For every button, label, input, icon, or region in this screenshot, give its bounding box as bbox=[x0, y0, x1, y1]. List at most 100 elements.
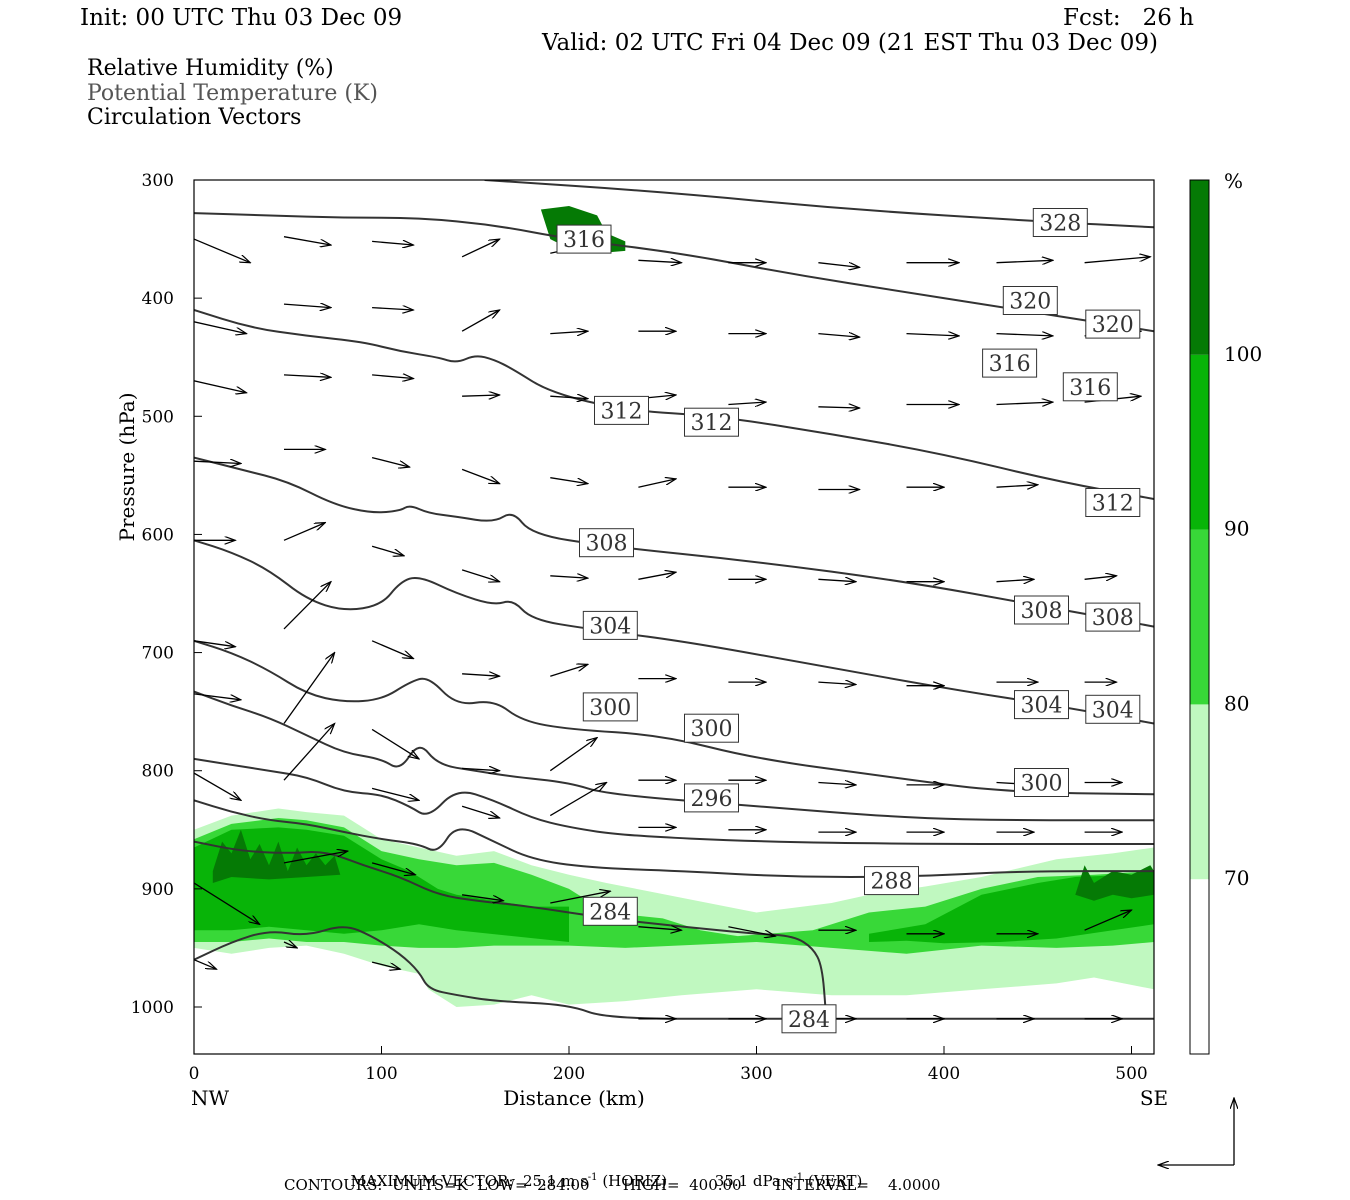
colorbar-tick-label: 80 bbox=[1224, 691, 1249, 715]
circulation-vector bbox=[461, 310, 500, 332]
axes: 0 100 200 300 400 500 300 400 500 600 700 800 900 100… bbox=[115, 171, 1168, 1110]
circulation-vector bbox=[549, 783, 606, 817]
colorbar-band bbox=[1190, 529, 1209, 705]
circulation-vector bbox=[194, 640, 235, 647]
circulation-vector bbox=[996, 334, 1053, 336]
x-tick-label: 400 bbox=[928, 1064, 960, 1084]
svg-text:300: 300 bbox=[1021, 772, 1063, 797]
circulation-vector bbox=[283, 582, 331, 630]
y-tick-label: 900 bbox=[142, 880, 174, 900]
circulation-vector bbox=[462, 674, 500, 676]
svg-text:312: 312 bbox=[601, 399, 643, 424]
isentrope-288 bbox=[194, 840, 827, 1019]
max-vector-line: MAXIMUM VECTOR: 25.1 m s-1 (HORIZ) 35.1 … bbox=[350, 1172, 863, 1190]
circulation-vector bbox=[461, 239, 500, 258]
colorbar: 70 80 90 100% bbox=[1189, 169, 1262, 1055]
x-axis-title: Distance (km) bbox=[503, 1086, 645, 1110]
y-tick-label: 500 bbox=[142, 407, 174, 427]
circulation-vector bbox=[283, 236, 331, 245]
circulation-vector bbox=[1084, 910, 1132, 931]
svg-text:308: 308 bbox=[1092, 606, 1134, 631]
valid-time: Valid: 02 UTC Fri 04 Dec 09 (21 EST Thu … bbox=[542, 30, 1159, 56]
circulation-vector bbox=[818, 682, 856, 684]
circulation-vector bbox=[818, 407, 859, 408]
colorbar-tick-label: 70 bbox=[1224, 866, 1249, 890]
circulation-vector bbox=[194, 959, 217, 970]
svg-text:284: 284 bbox=[788, 1008, 830, 1033]
y-tick-label: 300 bbox=[142, 171, 174, 191]
init-time: Init: 00 UTC Thu 03 Dec 09 bbox=[80, 5, 403, 31]
isentrope-label: 308 bbox=[1085, 602, 1141, 632]
isentrope-300 bbox=[194, 690, 1154, 822]
circulation-vector bbox=[194, 461, 241, 463]
isentrope-label: 308 bbox=[579, 528, 634, 558]
circulation-vector bbox=[996, 402, 1053, 404]
circulation-vector bbox=[550, 331, 588, 333]
svg-text:296: 296 bbox=[691, 787, 733, 812]
forecast-hour: Fcst: 26 h bbox=[1063, 5, 1194, 31]
y-tick-label: 800 bbox=[142, 762, 174, 782]
circulation-vector bbox=[371, 728, 419, 759]
circulation-vectors bbox=[194, 236, 1151, 1019]
colorbar-band bbox=[1190, 879, 1209, 1054]
circulation-vector bbox=[1084, 257, 1151, 264]
svg-text:304: 304 bbox=[589, 614, 631, 639]
circulation-vector bbox=[283, 375, 331, 377]
circulation-vector bbox=[462, 395, 500, 396]
svg-text:320: 320 bbox=[1009, 290, 1051, 315]
humidity-region-90 bbox=[194, 827, 569, 942]
isentrope-label: 320 bbox=[1085, 309, 1141, 339]
circulation-vector bbox=[461, 468, 500, 483]
svg-text:304: 304 bbox=[1021, 694, 1063, 719]
circulation-vector bbox=[283, 523, 325, 541]
max-vector-vert-unit: (VERT) bbox=[807, 1172, 863, 1190]
circulation-vector bbox=[550, 576, 588, 578]
isentrope-label: 288 bbox=[864, 866, 919, 896]
x-tick-label: 500 bbox=[1115, 1064, 1147, 1084]
max-vector-horiz: 25.1 m s bbox=[522, 1172, 588, 1190]
isentrope-label: 284 bbox=[582, 896, 638, 926]
isentrope-328 bbox=[484, 180, 1154, 229]
circulation-vector bbox=[550, 664, 588, 677]
circulation-vector bbox=[283, 653, 335, 724]
svg-text:328: 328 bbox=[1039, 212, 1081, 237]
circulation-vector bbox=[283, 851, 348, 864]
circulation-vector bbox=[906, 334, 960, 336]
svg-text:312: 312 bbox=[691, 411, 733, 436]
circulation-vector bbox=[818, 579, 856, 581]
circulation-vector bbox=[818, 334, 859, 338]
circulation-vector bbox=[996, 579, 1035, 581]
svg-text:316: 316 bbox=[1069, 376, 1111, 401]
circulation-vector bbox=[638, 260, 681, 262]
circulation-vector bbox=[194, 693, 241, 700]
isentrope-label: 304 bbox=[1014, 690, 1069, 720]
colorbar-tick-label: 100 bbox=[1224, 342, 1262, 366]
circulation-vector bbox=[549, 738, 597, 772]
circulation-vector bbox=[372, 241, 413, 245]
isentrope-label: 312 bbox=[1085, 488, 1141, 517]
x-tick-label: 100 bbox=[365, 1064, 397, 1084]
svg-text:300: 300 bbox=[691, 717, 733, 742]
plot-frame bbox=[193, 179, 1155, 1055]
svg-text:316: 316 bbox=[563, 228, 605, 253]
circulation-vector bbox=[996, 485, 1038, 487]
svg-text:304: 304 bbox=[1092, 698, 1134, 723]
reference-vector-icon bbox=[1158, 1098, 1234, 1165]
field-label-theta: Potential Temperature (K) bbox=[87, 81, 378, 106]
circulation-vector bbox=[462, 894, 503, 901]
circulation-vector bbox=[550, 396, 588, 398]
isentrope-label: 300 bbox=[582, 692, 638, 722]
humidity-region-70 bbox=[194, 808, 1154, 1007]
isentrope-label: 312 bbox=[594, 395, 649, 425]
isentrope-292 bbox=[194, 799, 1154, 879]
isentrope-316 bbox=[194, 309, 1154, 500]
circulation-vector bbox=[638, 927, 681, 931]
circulation-vector bbox=[372, 375, 413, 379]
humidity-region-100 bbox=[212, 829, 341, 883]
circulation-vector bbox=[461, 569, 500, 582]
circulation-vector bbox=[283, 724, 335, 781]
circulation-vector bbox=[371, 787, 419, 800]
isentrope-labels: 328 320 320 316 316 316 312 312 312 308 308 308 304 3… bbox=[556, 208, 1141, 1034]
circulation-vector bbox=[372, 308, 413, 310]
